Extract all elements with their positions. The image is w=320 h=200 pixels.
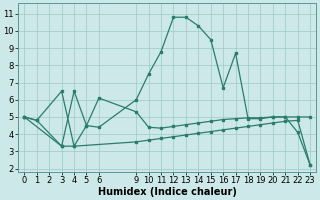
X-axis label: Humidex (Indice chaleur): Humidex (Indice chaleur): [98, 187, 237, 197]
